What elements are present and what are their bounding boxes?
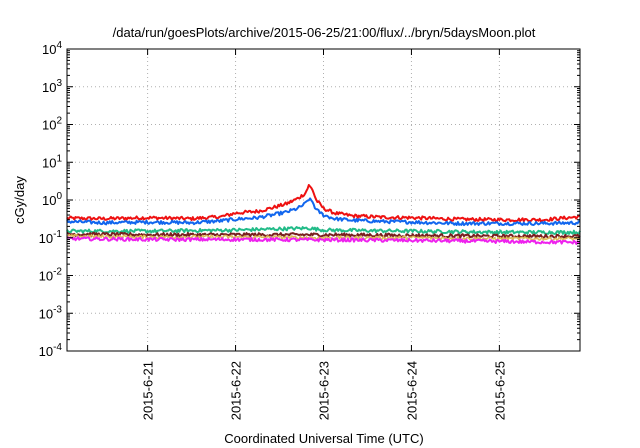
chart-title: /data/run/goesPlots/archive/2015-06-25/2… xyxy=(113,25,536,40)
y-tick-label: 10-3 xyxy=(39,304,63,321)
series-line-1 xyxy=(66,184,581,223)
x-tick-label: 2015-6-22 xyxy=(229,361,244,420)
y-tick-label: 101 xyxy=(42,153,62,170)
y-tick-label: 10-1 xyxy=(39,229,63,246)
y-tick-label: 100 xyxy=(42,191,62,208)
grid-lines xyxy=(67,49,580,351)
axis-ticks xyxy=(67,48,580,352)
series-line-3 xyxy=(66,226,581,235)
y-tick-label: 104 xyxy=(42,40,62,57)
x-tick-label: 2015-6-21 xyxy=(141,361,156,420)
y-tick-label: 102 xyxy=(42,116,62,133)
y-tick-label: 10-4 xyxy=(39,342,63,359)
series-lines xyxy=(66,184,581,245)
y-axis-label: cGy/day xyxy=(12,176,27,224)
y-tick-label: 10-2 xyxy=(39,267,63,284)
series-line-2 xyxy=(66,197,581,227)
y-tick-label: 103 xyxy=(42,78,62,95)
x-tick-label: 2015-6-24 xyxy=(404,361,419,420)
x-tick-labels: 2015-6-21 2015-6-22 2015-6-23 2015-6-24 2015… xyxy=(141,361,508,420)
x-tick-label: 2015-6-23 xyxy=(317,361,332,420)
y-tick-labels: 10-4 10-3 10-2 10-1 100 101 102 103 104 xyxy=(39,40,63,359)
series-line-6 xyxy=(66,236,581,245)
x-tick-label: 2015-6-25 xyxy=(492,361,507,420)
x-axis-label: Coordinated Universal Time (UTC) xyxy=(224,431,423,446)
series-line-5 xyxy=(66,233,581,242)
